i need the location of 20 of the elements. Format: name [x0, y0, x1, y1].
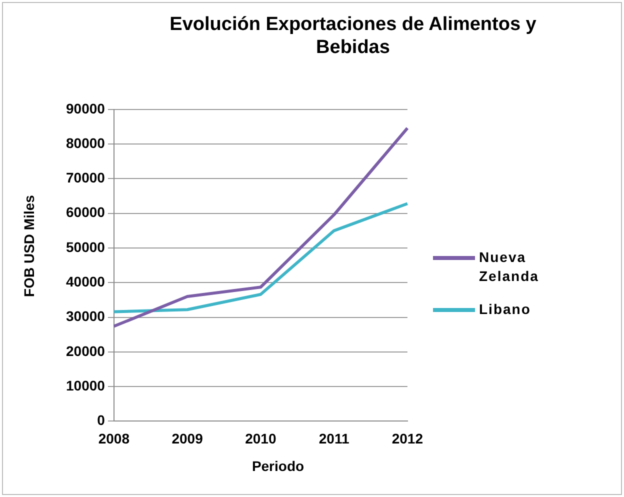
y-tick-label: 70000 [66, 170, 106, 186]
legend-label: Nueva Zelanda [479, 248, 540, 286]
x-tick-label: 2008 [98, 430, 130, 446]
y-tick-label: 10000 [66, 377, 106, 394]
y-tick-label: 90000 [66, 100, 106, 116]
y-tick-label: 50000 [66, 238, 106, 255]
x-tick-label: 2011 [318, 430, 350, 446]
y-tick-label: 60000 [66, 204, 106, 220]
y-axis-title: FOB USD Miles [21, 194, 37, 299]
chart-title: Evolución Exportaciones de Alimentos y Bebidas [168, 13, 538, 59]
y-tick-label: 20000 [66, 342, 106, 359]
y-tick-label: 0 [97, 412, 106, 428]
y-tick-label: 40000 [66, 273, 106, 290]
legend-label: Libano [479, 300, 532, 319]
x-tick-label: 2009 [172, 430, 204, 446]
x-tick-label: 2010 [245, 430, 276, 446]
x-axis-title: Periodo [250, 458, 306, 474]
x-tick-label: 2012 [392, 430, 424, 446]
y-tick-label: 80000 [66, 134, 106, 151]
y-tick-label: 30000 [66, 308, 106, 324]
